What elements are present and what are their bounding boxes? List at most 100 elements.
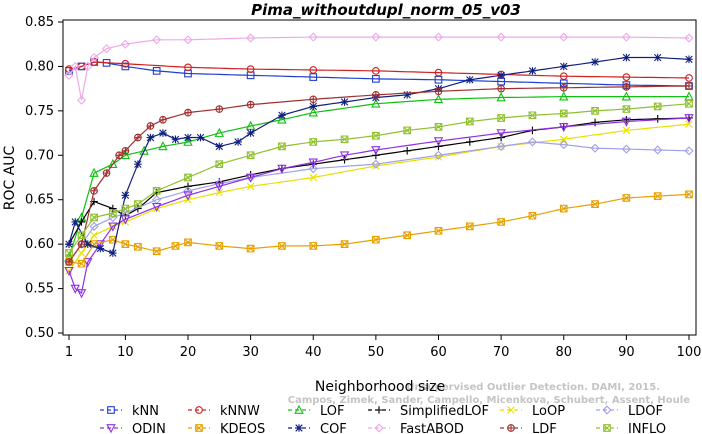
data-point-ldf bbox=[121, 147, 130, 155]
data-point-kdeos bbox=[171, 242, 180, 250]
data-point-inflo bbox=[152, 186, 161, 195]
data-point-kdeos bbox=[559, 204, 568, 213]
data-point-cof bbox=[171, 135, 180, 144]
data-point-kdeos bbox=[152, 247, 161, 256]
data-point-odin bbox=[339, 151, 350, 161]
data-point-lof bbox=[371, 98, 381, 108]
data-point-simplifiedlof bbox=[434, 142, 443, 151]
data-point-ldf bbox=[434, 87, 443, 96]
data-point-cof bbox=[403, 91, 411, 99]
y-tick-label: 0.70 bbox=[25, 148, 54, 163]
data-point-ldof bbox=[371, 159, 381, 169]
data-point-inflo bbox=[134, 200, 142, 209]
legend-label-cof: COF bbox=[320, 422, 347, 434]
data-point-inflo bbox=[65, 249, 73, 257]
data-point-ldof bbox=[621, 144, 631, 154]
data-point-fastabod bbox=[183, 35, 193, 45]
data-point-knnw bbox=[184, 63, 192, 72]
data-point-inflo bbox=[528, 111, 537, 120]
data-point-inflo bbox=[403, 126, 412, 135]
plot-frame bbox=[62, 19, 697, 336]
data-point-inflo bbox=[309, 138, 318, 146]
data-point-ldf bbox=[309, 95, 318, 104]
data-point-cof bbox=[109, 249, 117, 257]
x-tick-label: 1 bbox=[65, 345, 73, 360]
data-point-fastabod bbox=[246, 33, 256, 43]
data-point-cof bbox=[559, 62, 568, 71]
series-knnw bbox=[65, 58, 693, 82]
data-point-cof bbox=[278, 111, 286, 120]
data-point-odin bbox=[183, 191, 193, 201]
data-point-kdeos bbox=[340, 240, 349, 248]
legend-marker-ldof bbox=[602, 405, 612, 415]
watermark: Unsupervised Outlier Detection. DAMI, 20… bbox=[288, 382, 690, 406]
data-point-loop bbox=[685, 120, 693, 128]
data-point-kdeos bbox=[528, 211, 537, 220]
data-point-knnw bbox=[685, 74, 693, 82]
legend-item-knnw: kNNW bbox=[188, 404, 260, 419]
data-point-ldf bbox=[102, 169, 111, 177]
data-point-ldof bbox=[653, 145, 663, 155]
data-point-kdeos bbox=[246, 244, 255, 253]
series-ldf bbox=[65, 82, 693, 266]
data-point-inflo bbox=[215, 160, 224, 169]
legend-item-cof: COF bbox=[288, 422, 347, 434]
data-point-cof bbox=[146, 133, 155, 142]
data-point-lof bbox=[277, 114, 287, 124]
series-kdeos bbox=[65, 190, 693, 268]
data-point-odin bbox=[496, 129, 506, 139]
data-point-odin bbox=[95, 240, 106, 250]
data-point-knn bbox=[372, 75, 380, 83]
data-point-ldof bbox=[214, 179, 224, 189]
data-point-simplifiedlof bbox=[403, 147, 411, 155]
data-point-kdeos bbox=[403, 231, 412, 240]
x-tick-label: 60 bbox=[430, 345, 447, 360]
data-point-loop bbox=[77, 249, 86, 257]
legend-item-kdeos: KDEOS bbox=[188, 422, 265, 434]
data-point-cof bbox=[159, 129, 167, 137]
data-point-odin bbox=[277, 164, 287, 174]
data-point-inflo bbox=[434, 123, 443, 131]
x-tick-label: 10 bbox=[117, 345, 134, 360]
legend-marker-knn bbox=[107, 406, 115, 414]
data-point-odin bbox=[308, 158, 318, 168]
chart-title: Pima_withoutdupl_norm_05_v03 bbox=[251, 1, 521, 19]
legend-label-knn: kNN bbox=[132, 404, 159, 419]
data-point-ldf bbox=[685, 82, 693, 90]
legend-label-simplifiedlof: SimplifiedLOF bbox=[400, 404, 489, 419]
data-point-knnw bbox=[77, 62, 86, 71]
data-point-knn bbox=[152, 67, 161, 75]
data-point-ldf bbox=[246, 100, 255, 109]
data-point-ldf bbox=[77, 240, 86, 248]
data-point-cof bbox=[466, 75, 474, 84]
legend-marker-simplifiedlof bbox=[375, 406, 383, 414]
x-axis-label: Neighborhood size bbox=[315, 379, 445, 395]
data-point-inflo bbox=[246, 151, 255, 160]
data-point-cof bbox=[184, 133, 192, 142]
data-point-ldf bbox=[134, 133, 142, 142]
data-point-lof bbox=[158, 141, 168, 151]
data-point-inflo bbox=[77, 231, 86, 240]
legend-item-fastabod: FastABOD bbox=[368, 422, 464, 434]
data-point-kdeos bbox=[278, 242, 286, 250]
legend-item-knn: kNN bbox=[100, 404, 159, 419]
data-point-knnw bbox=[246, 65, 255, 73]
data-point-ldf bbox=[115, 151, 123, 160]
legend-marker-lof bbox=[294, 404, 304, 414]
data-point-kdeos bbox=[591, 200, 599, 209]
data-point-odin bbox=[559, 123, 569, 133]
data-point-inflo bbox=[278, 142, 286, 151]
data-point-odin bbox=[371, 146, 381, 156]
x-tick-label: 100 bbox=[677, 345, 702, 360]
legend-label-odin: ODIN bbox=[132, 422, 166, 434]
data-point-fastabod bbox=[684, 33, 694, 43]
data-point-knnw bbox=[622, 73, 631, 81]
data-point-cof bbox=[340, 98, 349, 106]
data-point-fastabod bbox=[308, 32, 318, 42]
data-point-ldf bbox=[184, 108, 192, 117]
data-point-lof bbox=[245, 120, 256, 130]
data-point-odin bbox=[214, 182, 225, 192]
axis-ticks: 1 10 20 30 40 50 60 70 80 90 100 0.50 0.55 0.60 0.65 0.… bbox=[25, 15, 701, 360]
data-point-ldof bbox=[308, 164, 318, 174]
legend-marker-fastabod bbox=[374, 423, 384, 433]
